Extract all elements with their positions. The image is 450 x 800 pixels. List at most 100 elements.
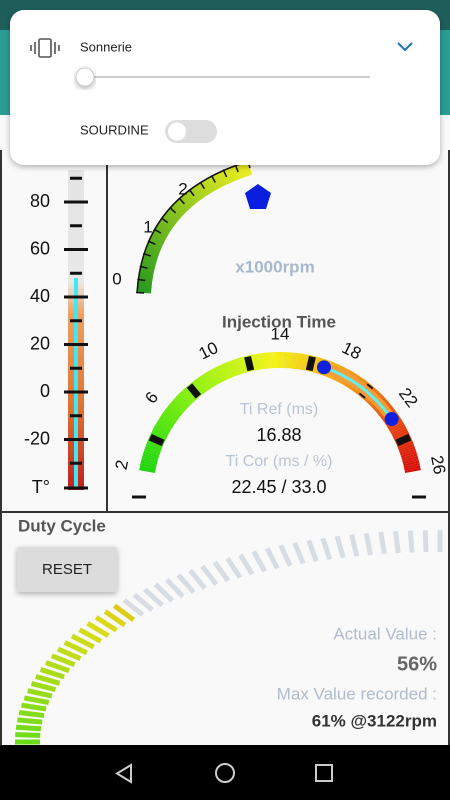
- gauge-segment: [184, 387, 197, 401]
- ringer-label: Sonnerie: [80, 39, 132, 54]
- back-button[interactable]: [115, 763, 132, 784]
- gauge-segment: [389, 423, 406, 434]
- rpm-tick: [139, 265, 148, 269]
- gauge-segment: [182, 388, 196, 403]
- gauge-segment: [177, 393, 191, 407]
- rpm-tick: [222, 169, 228, 178]
- tick-label: 26: [427, 454, 449, 476]
- rpm-unit: x1000rpm: [235, 257, 314, 276]
- duty-segment: [86, 621, 110, 638]
- gauge-segment: [145, 443, 162, 452]
- vibrate-icon: [30, 38, 60, 58]
- duty-segment: [363, 532, 373, 556]
- gauge-segment: [212, 367, 223, 383]
- gauge-segment: [141, 455, 158, 463]
- gauge-segment: [140, 460, 157, 467]
- gauge-segment: [158, 417, 174, 428]
- volume-thumb[interactable]: [75, 67, 95, 87]
- tick-label: 20: [30, 333, 50, 353]
- duty-segment: [251, 550, 267, 573]
- gauge-segment: [202, 373, 213, 389]
- gauge-segment: [397, 441, 414, 450]
- gauge-segment: [240, 356, 248, 373]
- duty-segment: [393, 530, 401, 554]
- gauge-segment: [165, 406, 180, 419]
- gauge-segment: [161, 412, 176, 424]
- gauge-segment: [221, 363, 231, 379]
- tick-label: -20: [24, 428, 50, 448]
- duty-segment: [225, 557, 243, 579]
- duty-segment: [165, 577, 185, 599]
- duty-segment: [15, 724, 42, 732]
- mute-label: SOURDINE: [80, 122, 149, 137]
- duty-segment: [30, 681, 57, 693]
- rpm-tick: [147, 240, 156, 246]
- ti-dot: [316, 360, 331, 375]
- actual-label: Actual Value :: [333, 624, 437, 643]
- gauge-segment: [402, 455, 419, 463]
- duty-segment: [188, 568, 207, 590]
- ti-ref-label: Ti Ref (ms): [240, 401, 319, 418]
- gauge-segment: [391, 425, 407, 436]
- duty-segment: [57, 646, 82, 662]
- tick-label: 1: [143, 217, 152, 236]
- volume-panel: Sonnerie SOURDINE: [10, 10, 440, 165]
- gauge-tick: [186, 383, 202, 399]
- gauge-segment: [180, 390, 194, 404]
- tick-label: 80: [30, 191, 50, 211]
- rpm-needle: [245, 184, 271, 209]
- gauge-segment: [401, 453, 418, 461]
- duty-segment: [143, 587, 164, 608]
- gauge-segment: [167, 405, 182, 417]
- tick-label: 0: [112, 269, 121, 288]
- gauge-segment: [170, 401, 185, 414]
- recents-button[interactable]: [315, 764, 333, 782]
- duty-segment: [292, 541, 306, 565]
- gauge-segment: [219, 364, 229, 380]
- rpm-tick: [199, 181, 206, 190]
- gauge-segment: [224, 362, 233, 379]
- gauge-segment: [215, 366, 225, 382]
- max-label: Max Value recorded :: [277, 684, 437, 703]
- ti-ref-value: 16.88: [256, 425, 301, 445]
- gauge-segment: [154, 423, 171, 434]
- rpm-tick: [143, 252, 152, 257]
- reset-label[interactable]: RESET: [42, 561, 92, 578]
- gauge-segment: [173, 397, 188, 411]
- gauge-segment: [233, 358, 241, 375]
- duty-segment: [238, 553, 255, 576]
- gauge-segment: [312, 356, 320, 373]
- duty-segment: [63, 640, 88, 656]
- gauge-segment: [388, 421, 404, 432]
- temperature-gauge: T° 80 60 40 20 0 -20: [24, 170, 88, 497]
- gauge-segment: [151, 430, 167, 440]
- tick-label: 60: [30, 238, 50, 258]
- rpm-tick: [153, 228, 162, 234]
- rpm-tick: [234, 164, 239, 173]
- reset-button[interactable]: [17, 547, 117, 592]
- rpm-tick: [188, 189, 195, 197]
- gauge-segment: [206, 371, 217, 387]
- duty-segment: [264, 547, 280, 570]
- duty-title: Duty Cycle: [18, 516, 106, 535]
- gauge-segment: [204, 372, 215, 388]
- duty-segment: [407, 530, 415, 553]
- switch-knob[interactable]: [168, 122, 186, 141]
- home-button[interactable]: [215, 763, 235, 783]
- expand-icon[interactable]: [397, 42, 413, 52]
- actual-value: 56%: [397, 653, 437, 675]
- duty-segment: [153, 582, 175, 603]
- duty-segment: [39, 667, 65, 680]
- duty-segment: [70, 633, 95, 650]
- gauge-segment: [157, 419, 173, 430]
- gauge-segment: [168, 403, 183, 416]
- duty-segment: [103, 609, 127, 628]
- duty-segment: [27, 688, 53, 699]
- gauge-segment: [402, 457, 419, 465]
- ti-cor-value: 22.45 / 33.0: [231, 477, 326, 497]
- gauge-segment: [142, 453, 159, 461]
- gauge-segment: [140, 462, 157, 469]
- gauge-segment: [175, 395, 189, 409]
- rpm-tick: [137, 278, 146, 282]
